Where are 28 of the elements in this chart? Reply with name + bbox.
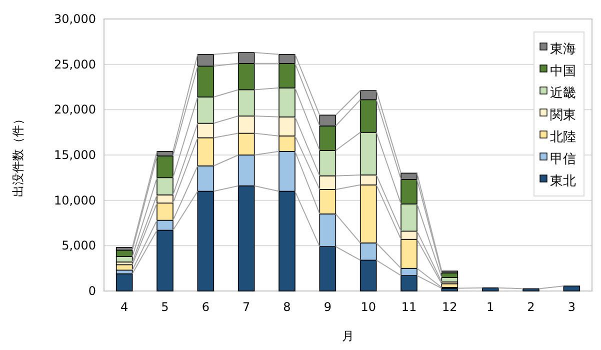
x-tick-label: 2 bbox=[527, 300, 535, 314]
legend-label: 東海 bbox=[550, 42, 576, 57]
legend-label: 北陸 bbox=[550, 130, 576, 145]
x-tick-label: 4 bbox=[120, 300, 128, 314]
y-tick-label: 15,000 bbox=[54, 148, 96, 162]
legend-label: 関東 bbox=[550, 108, 576, 123]
y-tick-label: 10,000 bbox=[54, 193, 96, 208]
x-tick-label: 8 bbox=[283, 300, 291, 314]
y-tick-label: 0 bbox=[88, 284, 96, 298]
x-tick-label: 12 bbox=[442, 300, 458, 314]
y-tick-label: 20,000 bbox=[54, 102, 96, 117]
legend-label: 甲信 bbox=[550, 152, 576, 167]
y-tick-label: 5,000 bbox=[62, 238, 96, 253]
x-tick-label: 6 bbox=[202, 300, 210, 314]
legend-label: 近畿 bbox=[550, 86, 576, 101]
legend-label: 東北 bbox=[550, 174, 576, 189]
x-tick-label: 10 bbox=[360, 300, 376, 314]
y-tick-label: 30,000 bbox=[54, 12, 96, 26]
legend-label: 中国 bbox=[550, 64, 576, 79]
x-tick-label: 3 bbox=[568, 300, 576, 314]
x-axis-title: 月 bbox=[342, 329, 354, 343]
x-tick-label: 1 bbox=[486, 300, 494, 314]
y-axis-title: 出没件数（件） bbox=[11, 113, 25, 197]
x-tick-label: 9 bbox=[324, 300, 332, 314]
y-tick-label: 25,000 bbox=[54, 57, 96, 72]
x-tick-label: 7 bbox=[242, 300, 250, 314]
x-tick-label: 11 bbox=[401, 300, 417, 314]
x-tick-label: 5 bbox=[161, 300, 169, 314]
